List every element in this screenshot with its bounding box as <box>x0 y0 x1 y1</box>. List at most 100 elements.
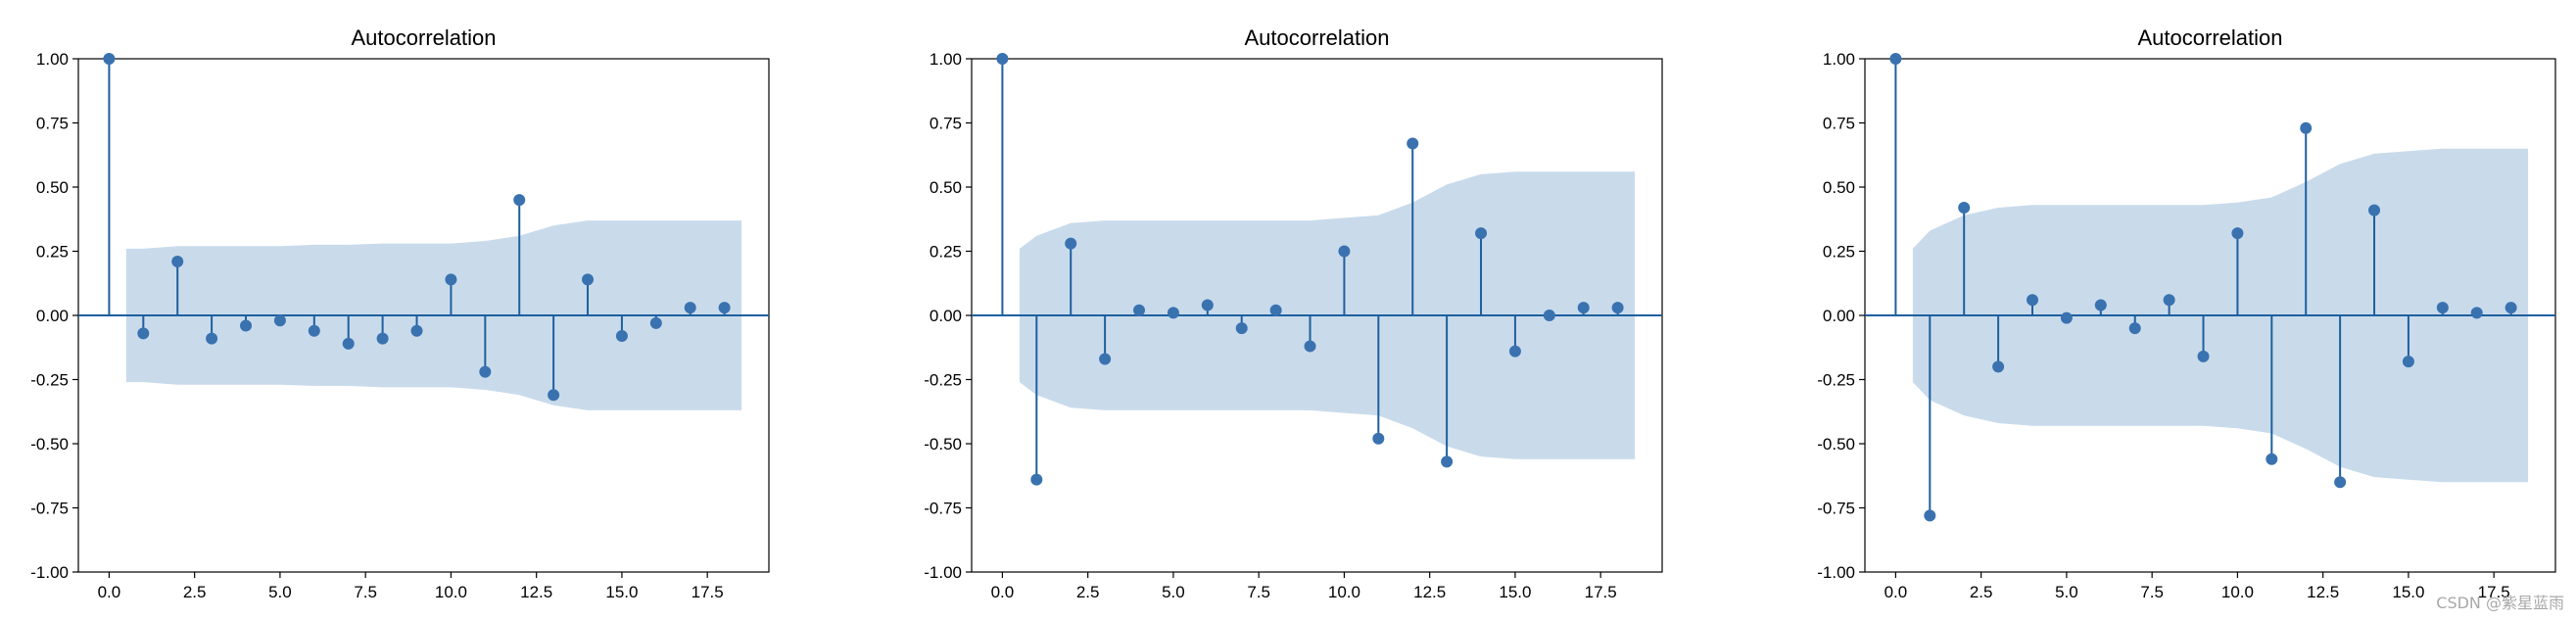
y-tick-label: 0.75 <box>36 115 69 133</box>
acf-point <box>1889 53 1902 65</box>
acf-point <box>1338 245 1351 258</box>
acf-point <box>479 365 492 378</box>
acf-point <box>2436 302 2449 314</box>
y-tick-label: 0.25 <box>36 243 69 262</box>
acf-point <box>206 332 218 345</box>
x-tick-label: 2.5 <box>1076 583 1100 601</box>
acf-point <box>1133 304 1146 316</box>
acf-point <box>2470 307 2483 319</box>
acf-point <box>2163 294 2175 307</box>
y-tick-label: -0.75 <box>1817 500 1855 518</box>
chart-title: Autocorrelation <box>352 25 497 50</box>
y-tick-label: -0.75 <box>30 500 69 518</box>
acf-point <box>2128 322 2141 335</box>
x-tick-label: 17.5 <box>1585 583 1617 601</box>
acf-point <box>1577 302 1590 314</box>
x-tick-label: 0.0 <box>1884 583 1908 601</box>
acf-point <box>2402 356 2414 368</box>
acf-point <box>2504 302 2517 314</box>
chart-title: Autocorrelation <box>1245 25 1390 50</box>
acf-point <box>649 316 662 329</box>
acf-point <box>1030 473 1043 486</box>
acf-point <box>2027 294 2039 307</box>
acf-point <box>1508 345 1521 358</box>
acf-point <box>615 329 628 342</box>
watermark-text: CSDN @紫星蓝雨 <box>2436 594 2564 612</box>
acf-panel-2: Autocorrelation 1.00 0.75 0.50 0.25 0.00 -0.25… <box>924 25 1663 601</box>
acf-point <box>2266 453 2278 465</box>
x-tick-label: 7.5 <box>354 583 377 601</box>
x-tick-label: 7.5 <box>2140 583 2164 601</box>
x-tick-label: 5.0 <box>1162 583 1185 601</box>
acf-point <box>1235 322 1248 335</box>
acf-point <box>240 319 253 332</box>
y-tick-label: 0.50 <box>36 178 69 197</box>
x-tick-label: 2.5 <box>183 583 207 601</box>
x-tick-label: 10.0 <box>2221 583 2254 601</box>
acf-point <box>1372 432 1385 445</box>
x-tick-label: 15.0 <box>605 583 638 601</box>
acf-point <box>2368 204 2381 216</box>
acf-point <box>996 53 1009 65</box>
x-tick-label: 15.0 <box>1499 583 1531 601</box>
y-tick-label: -0.50 <box>30 435 69 454</box>
acf-point <box>2334 476 2347 489</box>
acf-point <box>445 273 457 286</box>
y-tick-label: -0.75 <box>924 500 962 518</box>
acf-point <box>410 324 423 337</box>
acf-point <box>273 314 286 327</box>
y-tick-label: -0.50 <box>924 435 962 454</box>
x-tick-label: 5.0 <box>268 583 292 601</box>
acf-point <box>1099 353 1112 365</box>
acf-point <box>582 273 595 286</box>
y-tick-label: -1.00 <box>924 563 962 582</box>
y-tick-label: -0.50 <box>1817 435 1855 454</box>
y-tick-label: 0.25 <box>930 243 962 262</box>
acf-point <box>548 389 560 402</box>
acf-point <box>1065 237 1077 250</box>
y-tick-label: 0.00 <box>36 307 69 325</box>
x-tick-label: 12.5 <box>520 583 552 601</box>
x-tick-label: 5.0 <box>2055 583 2078 601</box>
acf-point <box>1475 227 1488 240</box>
acf-point <box>1201 299 1214 311</box>
acf-point <box>1543 310 1555 321</box>
y-tick-label: 1.00 <box>36 50 69 69</box>
acf-point <box>1269 304 1282 316</box>
y-tick-label: 0.50 <box>1823 178 1855 197</box>
y-tick-label: -0.25 <box>924 371 962 390</box>
y-tick-label: 0.25 <box>1823 243 1855 262</box>
acf-point <box>2300 121 2313 134</box>
acf-point <box>1304 340 1316 353</box>
x-tick-label: 17.5 <box>692 583 724 601</box>
acf-point <box>1407 137 1419 150</box>
acf-point <box>1924 509 1936 522</box>
acf-point <box>308 324 320 337</box>
y-tick-label: 1.00 <box>930 50 962 69</box>
acf-point <box>342 337 355 350</box>
acf-panel-1: Autocorrelation 1.00 0.75 0.50 0.25 0.00 -0.25… <box>30 25 770 601</box>
y-tick-label: 0.00 <box>1823 307 1855 325</box>
acf-point <box>1167 307 1179 319</box>
acf-point <box>2231 227 2244 240</box>
acf-point <box>376 332 389 345</box>
x-tick-label: 7.5 <box>1247 583 1270 601</box>
acf-point <box>2197 350 2210 362</box>
chart-title: Autocorrelation <box>2138 25 2283 50</box>
x-tick-label: 10.0 <box>435 583 467 601</box>
y-tick-label: -1.00 <box>30 563 69 582</box>
acf-point <box>684 302 696 314</box>
y-tick-label: 1.00 <box>1823 50 1855 69</box>
acf-point <box>103 53 116 65</box>
y-tick-label: 0.50 <box>930 178 962 197</box>
acf-point <box>718 302 731 314</box>
x-tick-label: 17.5 <box>2478 583 2510 601</box>
x-tick-label: 12.5 <box>2307 583 2339 601</box>
acf-panel-3: Autocorrelation 1.00 0.75 0.50 0.25 0.00 -0.25… <box>1817 25 2556 601</box>
y-tick-label: 0.75 <box>930 115 962 133</box>
acf-point <box>513 194 526 207</box>
x-tick-label: 0.0 <box>991 583 1015 601</box>
x-tick-label: 0.0 <box>98 583 121 601</box>
acf-point <box>171 255 184 267</box>
